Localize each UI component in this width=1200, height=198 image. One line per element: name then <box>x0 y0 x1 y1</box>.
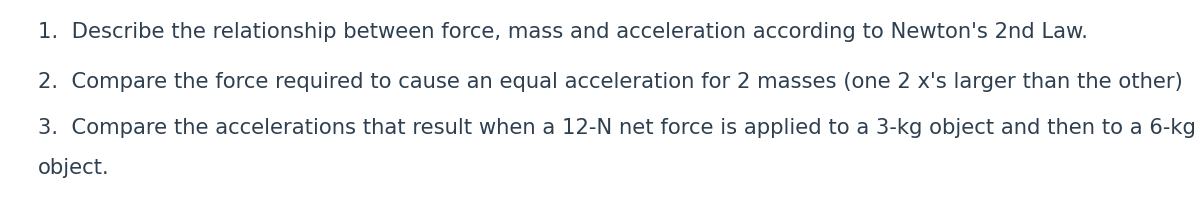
Text: 3.  Compare the accelerations that result when a 12-N net force is applied to a : 3. Compare the accelerations that result… <box>38 118 1196 138</box>
Text: 2.  Compare the force required to cause an equal acceleration for 2 masses (one : 2. Compare the force required to cause a… <box>38 72 1183 92</box>
Text: object.: object. <box>38 158 109 178</box>
Text: 1.  Describe the relationship between force, mass and acceleration according to : 1. Describe the relationship between for… <box>38 22 1088 42</box>
